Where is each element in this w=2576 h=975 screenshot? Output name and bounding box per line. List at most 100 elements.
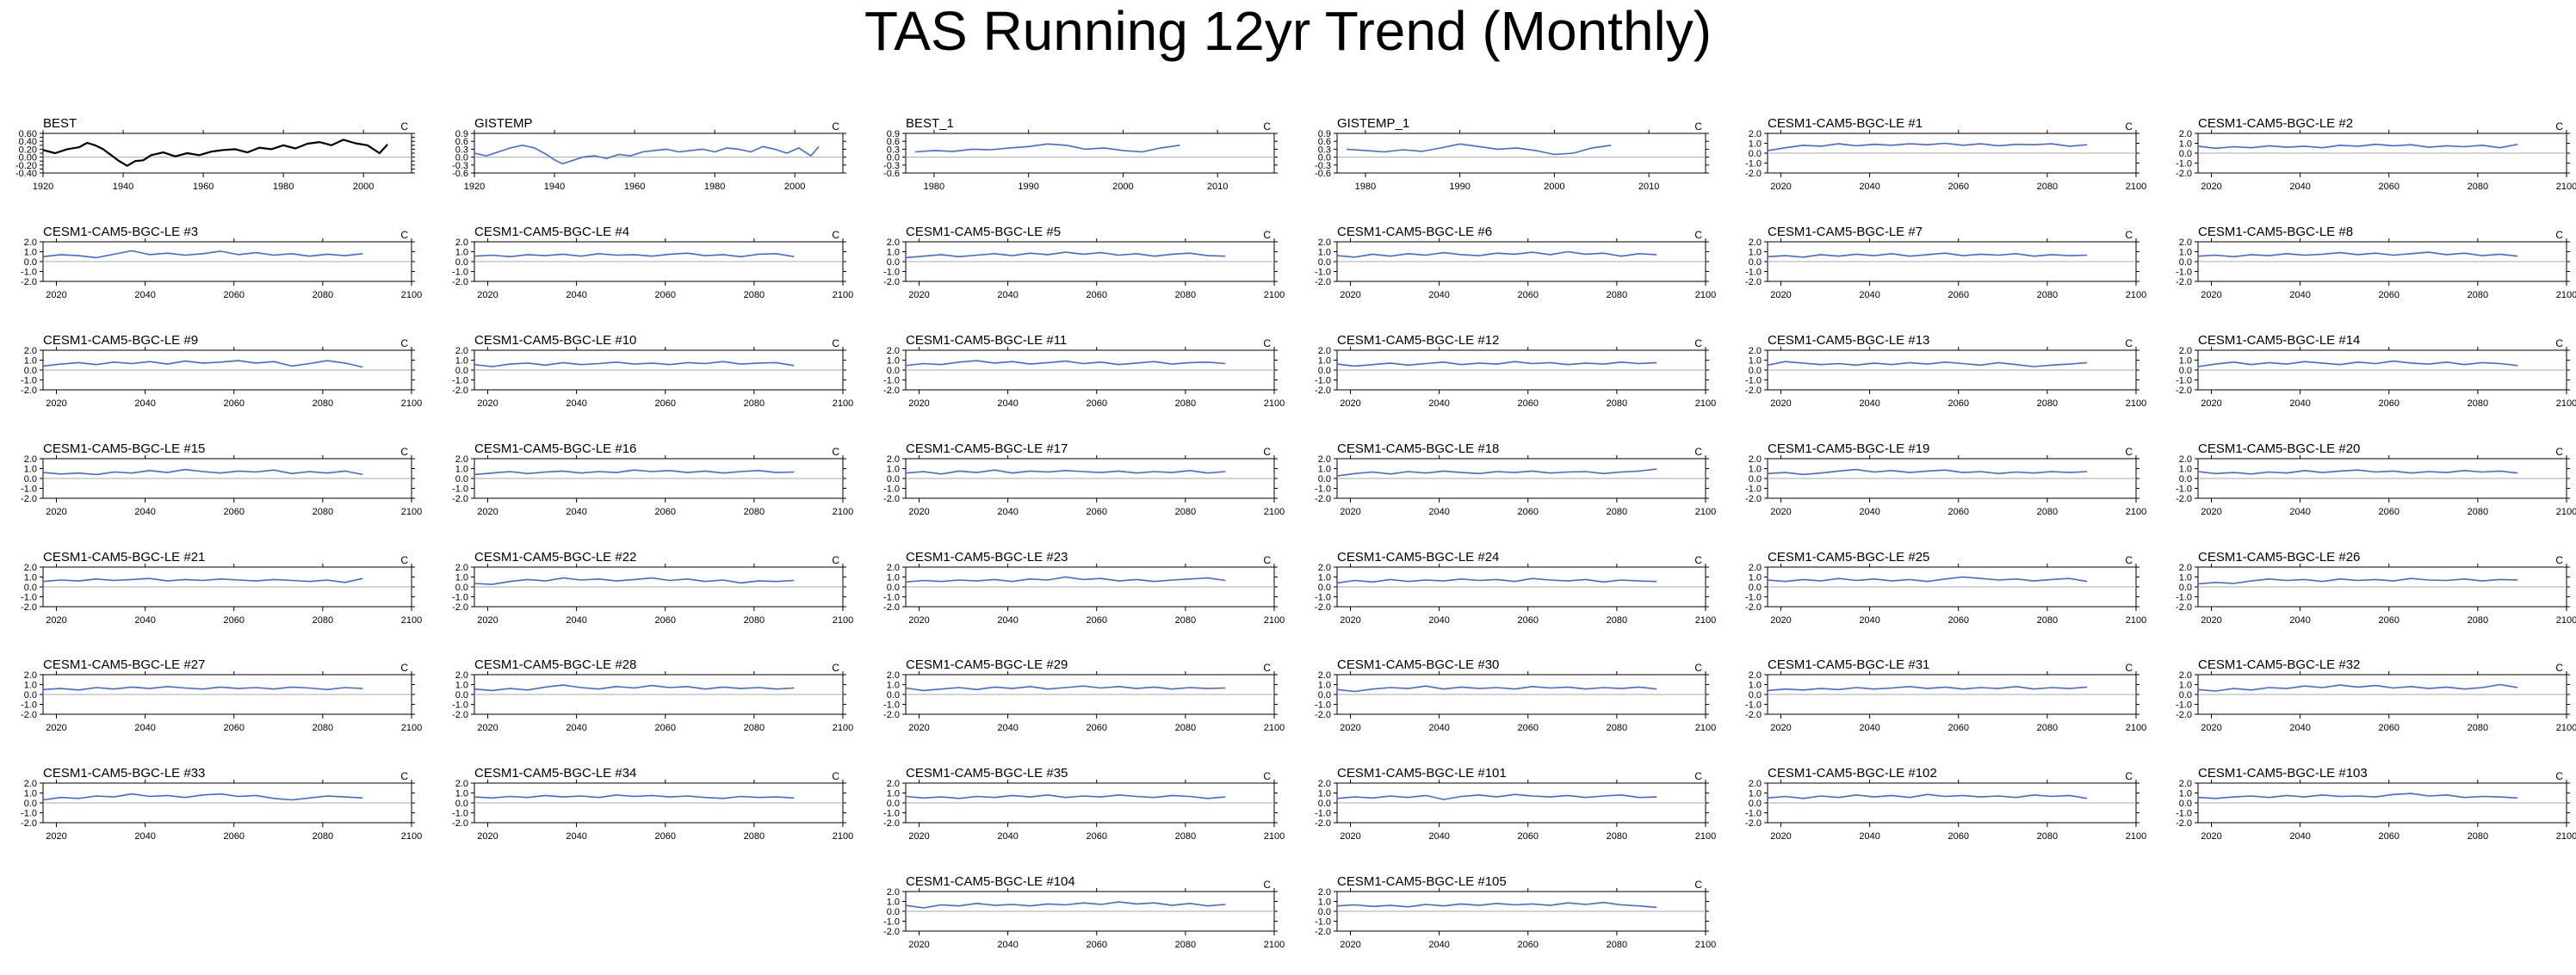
y-tick-label: 2.0 <box>24 454 37 465</box>
x-tick-label: 2020 <box>908 290 929 300</box>
y-tick-label: 1.0 <box>24 465 37 475</box>
x-tick-label: 2040 <box>2289 182 2310 192</box>
panel-cesm1-cam5-bgc-le-19: CESM1-CAM5-BGC-LE #19 C -2.0-1.00.01.02.0 2… <box>1745 441 2146 517</box>
panel-cesm1-cam5-bgc-le-20: CESM1-CAM5-BGC-LE #20 C -2.0-1.00.01.02.0 2… <box>2176 441 2576 517</box>
y-tick-label: 2.0 <box>455 563 468 573</box>
panel-title: CESM1-CAM5-BGC-LE #31 <box>1768 657 1929 672</box>
panel-cesm1-cam5-bgc-le-26: CESM1-CAM5-BGC-LE #26 C -2.0-1.00.01.02.0 2… <box>2176 550 2576 626</box>
x-tick-label: 2100 <box>833 615 853 626</box>
y-tick-label: 1.0 <box>1318 356 1331 367</box>
x-tick-label: 2040 <box>566 831 586 842</box>
y-tick-label: -2.0 <box>883 927 900 937</box>
y-tick-label: 0.0 <box>455 799 468 809</box>
panel-title: CESM1-CAM5-BGC-LE #11 <box>906 333 1067 348</box>
x-tick-label: 2060 <box>654 615 675 626</box>
x-tick-label: 2080 <box>2468 290 2488 300</box>
x-tick-label: 1980 <box>924 182 944 192</box>
y-tick-label: 2.0 <box>2179 563 2192 573</box>
panel-units: C <box>832 770 839 782</box>
y-tick-label: -2.0 <box>21 710 37 720</box>
panel-units: C <box>2555 662 2563 674</box>
x-tick-label: 2080 <box>744 290 765 300</box>
y-tick-label: 2.0 <box>24 779 37 789</box>
x-tick-label: 2020 <box>908 940 929 950</box>
panel-units: C <box>2555 337 2563 349</box>
y-tick-label: 0.0 <box>887 690 900 700</box>
y-tick-label: 2.0 <box>887 670 900 681</box>
panel-title: CESM1-CAM5-BGC-LE #19 <box>1768 441 1929 456</box>
panel-units: C <box>2555 554 2563 566</box>
y-tick-label: 2.0 <box>2179 670 2192 681</box>
x-tick-label: 2020 <box>1770 615 1791 626</box>
x-tick-label: 2100 <box>2556 398 2576 409</box>
panel-units: C <box>400 662 408 674</box>
panel-cesm1-cam5-bgc-le-105: CESM1-CAM5-BGC-LE #105 C -2.0-1.00.01.02.0… <box>1315 874 1716 950</box>
y-tick-label: 1.0 <box>887 573 900 583</box>
y-tick-label: 1.0 <box>2179 789 2192 799</box>
x-tick-label: 2040 <box>1859 398 1879 409</box>
panel-cesm1-cam5-bgc-le-31: CESM1-CAM5-BGC-LE #31 C -2.0-1.00.01.02.0 2… <box>1745 657 2146 733</box>
y-tick-label: -2.0 <box>1745 494 1762 504</box>
y-tick-label: 1.0 <box>24 356 37 367</box>
panel-title: CESM1-CAM5-BGC-LE #18 <box>1337 441 1499 456</box>
y-tick-label: 2.0 <box>1749 779 1762 789</box>
series-line <box>1336 361 1657 367</box>
y-tick-label: 1.0 <box>2179 139 2192 150</box>
y-tick-label: 0.0 <box>887 366 900 376</box>
x-tick-label: 2060 <box>654 507 675 517</box>
plot-frame <box>42 133 412 174</box>
x-tick-label: 2020 <box>1340 507 1360 517</box>
x-tick-label: 2080 <box>2468 615 2488 626</box>
x-tick-label: 2040 <box>997 290 1018 300</box>
y-tick-label: 0.0 <box>2179 257 2192 268</box>
y-tick-label: -0.3 <box>883 161 900 171</box>
y-tick-label: -0.20 <box>15 161 37 171</box>
panel-title: CESM1-CAM5-BGC-LE #15 <box>43 441 205 456</box>
x-tick-label: 2060 <box>1947 290 1968 300</box>
y-tick-label: -1.0 <box>1315 700 1331 711</box>
y-tick-label: 2.0 <box>455 346 468 356</box>
y-tick-label: 2.0 <box>1318 563 1331 573</box>
y-tick-label: 0.0 <box>1318 907 1331 917</box>
y-tick-label: 0.0 <box>1749 583 1762 593</box>
x-tick-label: 2020 <box>2201 398 2221 409</box>
x-tick-label: 2040 <box>134 723 155 733</box>
panel-cesm1-cam5-bgc-le-30: CESM1-CAM5-BGC-LE #30 C -2.0-1.00.01.02.0 2… <box>1315 657 1716 733</box>
panel-title: CESM1-CAM5-BGC-LE #24 <box>1337 550 1499 565</box>
x-tick-label: 2060 <box>1086 831 1106 842</box>
x-tick-label: 2020 <box>1770 507 1791 517</box>
y-tick-label: -1.0 <box>21 484 37 495</box>
panel-cesm1-cam5-bgc-le-32: CESM1-CAM5-BGC-LE #32 C -2.0-1.00.01.02.0 2… <box>2176 657 2576 733</box>
y-tick-label: 0.0 <box>887 153 900 164</box>
x-tick-label: 2100 <box>401 615 422 626</box>
panel-cesm1-cam5-bgc-le-25: CESM1-CAM5-BGC-LE #25 C -2.0-1.00.01.02.0 2… <box>1745 550 2146 626</box>
panel-title: CESM1-CAM5-BGC-LE #4 <box>474 225 629 239</box>
panel-title: CESM1-CAM5-BGC-LE #102 <box>1768 766 1937 781</box>
y-tick-label: -2.0 <box>452 277 468 287</box>
panel-title: CESM1-CAM5-BGC-LE #12 <box>1337 333 1499 348</box>
y-tick-label: 1.0 <box>1318 789 1331 799</box>
panel-title: BEST_1 <box>906 116 954 131</box>
y-tick-label: -2.0 <box>1315 602 1331 613</box>
x-tick-label: 2040 <box>1428 940 1449 950</box>
panel-units: C <box>832 337 839 349</box>
x-tick-label: 2060 <box>223 398 244 409</box>
panel-cesm1-cam5-bgc-le-28: CESM1-CAM5-BGC-LE #28 C -2.0-1.00.01.02.0 2… <box>452 657 853 733</box>
panel-title: CESM1-CAM5-BGC-LE #30 <box>1337 657 1499 672</box>
panel-units: C <box>2555 446 2563 458</box>
y-tick-label: -2.0 <box>883 818 900 829</box>
y-tick-label: -2.0 <box>1745 386 1762 396</box>
y-tick-label: -1.0 <box>2176 376 2192 386</box>
x-tick-label: 1990 <box>1018 182 1038 192</box>
y-tick-label: -1.0 <box>1745 593 1762 603</box>
y-tick-label: -1.0 <box>1745 484 1762 495</box>
y-tick-label: -2.0 <box>21 818 37 829</box>
x-tick-label: 2100 <box>401 398 422 409</box>
panel-units: C <box>2555 770 2563 782</box>
y-tick-label: -1.0 <box>1745 809 1762 819</box>
y-tick-label: 2.0 <box>887 238 900 248</box>
x-tick-label: 2080 <box>2468 398 2488 409</box>
y-tick-label: 0.0 <box>455 257 468 268</box>
y-tick-label: 2.0 <box>24 670 37 681</box>
x-tick-label: 2020 <box>2201 182 2221 192</box>
